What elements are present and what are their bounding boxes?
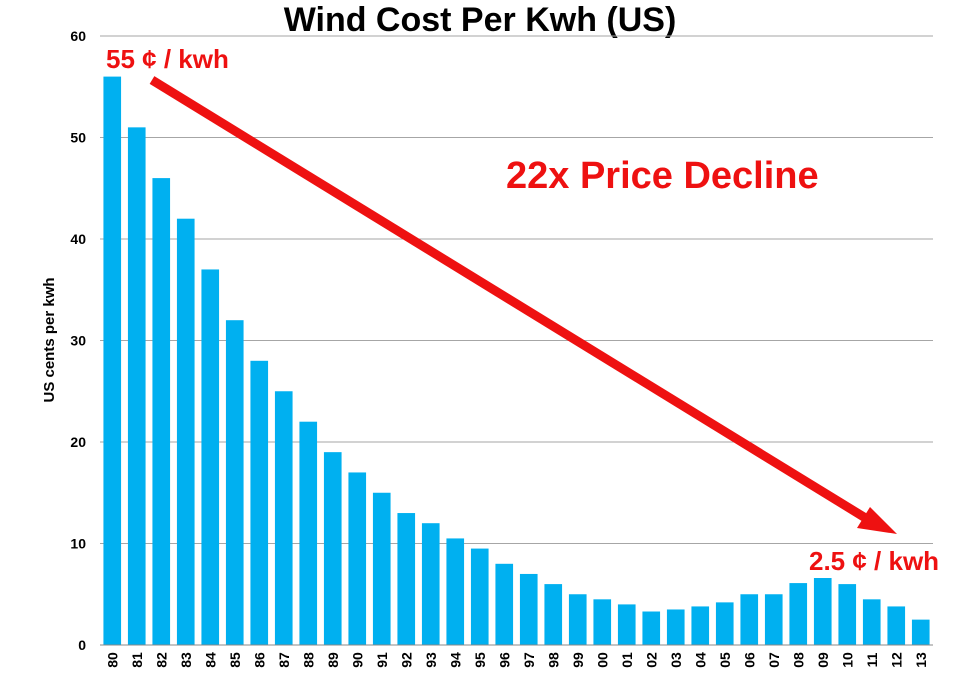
end-price-label: 2.5 ¢ / kwh [809, 546, 939, 576]
x-tick-label: 94 [447, 652, 463, 668]
y-tick-label: 50 [70, 130, 86, 146]
x-tick-label: 03 [668, 652, 684, 668]
bars [103, 76, 930, 646]
x-tick-label: 90 [349, 652, 365, 668]
decline-arrow-head [857, 507, 897, 534]
y-tick-label: 0 [78, 637, 86, 653]
bar-94 [446, 538, 465, 645]
x-tick-label: 08 [790, 652, 806, 668]
decline-arrow [149, 76, 897, 534]
bar-10 [838, 584, 857, 645]
x-tick-label: 93 [423, 652, 439, 668]
bar-83 [176, 218, 195, 645]
x-tick-label: 88 [300, 652, 316, 668]
price-decline-headline: 22x Price Decline [506, 155, 819, 197]
bar-13 [911, 619, 930, 645]
x-tick-label: 85 [227, 652, 243, 668]
bar-97 [519, 573, 538, 645]
x-tick-label: 05 [717, 652, 733, 668]
chart-title: Wind Cost Per Kwh (US) [284, 1, 677, 39]
x-tick-label: 81 [129, 652, 145, 668]
bar-96 [495, 563, 514, 645]
start-price-label: 55 ¢ / kwh [106, 44, 229, 74]
bar-09 [813, 578, 832, 645]
x-tick-label: 86 [251, 652, 267, 668]
bar-93 [421, 523, 440, 645]
x-tick-label: 98 [545, 652, 561, 668]
y-tick-label: 20 [70, 434, 86, 450]
x-tick-label: 95 [472, 652, 488, 668]
bar-90 [348, 472, 367, 645]
x-tick-label: 89 [325, 652, 341, 668]
y-axis-ticks: 0 10 20 30 40 50 60 [70, 28, 86, 653]
gridlines [100, 35, 933, 544]
x-tick-label: 96 [496, 652, 512, 668]
bar-84 [201, 269, 220, 645]
bar-92 [397, 513, 416, 645]
x-tick-label: 07 [766, 652, 782, 668]
x-tick-label: 00 [594, 652, 610, 668]
bar-98 [544, 584, 563, 645]
bar-87 [274, 391, 293, 645]
x-tick-label: 80 [104, 652, 120, 668]
x-tick-label: 06 [741, 652, 757, 668]
x-tick-label: 84 [202, 652, 218, 668]
bar-88 [299, 421, 318, 645]
x-tick-label: 87 [276, 652, 292, 668]
decline-arrow-shaft [149, 76, 875, 526]
bar-08 [789, 583, 808, 645]
x-tick-label: 12 [888, 652, 904, 668]
y-tick-label: 60 [70, 28, 86, 44]
x-tick-label: 83 [178, 652, 194, 668]
x-tick-label: 82 [153, 652, 169, 668]
bar-02 [642, 611, 661, 645]
x-tick-label: 01 [619, 652, 635, 668]
bar-95 [470, 548, 489, 645]
x-tick-label: 09 [815, 652, 831, 668]
bar-01 [617, 604, 636, 645]
x-tick-label: 04 [692, 652, 708, 668]
x-axis-ticks: 80 81 82 83 84 85 86 87 88 89 90 91 92 93 94 95 96 97 98 99… [104, 652, 929, 668]
bar-99 [568, 594, 587, 645]
x-tick-label: 02 [643, 652, 659, 668]
bar-03 [666, 609, 685, 645]
bar-06 [740, 594, 759, 645]
bar-82 [152, 178, 171, 645]
bar-80 [103, 76, 122, 646]
bar-00 [593, 599, 612, 645]
bar-81 [127, 127, 146, 646]
bar-91 [372, 492, 391, 645]
y-axis-label: US cents per kwh [41, 277, 58, 402]
x-tick-label: 13 [913, 652, 929, 668]
x-tick-label: 91 [374, 652, 390, 668]
y-tick-label: 30 [70, 333, 86, 349]
bar-12 [887, 606, 906, 645]
y-tick-label: 40 [70, 231, 86, 247]
bar-89 [323, 452, 342, 645]
x-tick-label: 99 [570, 652, 586, 668]
x-tick-label: 11 [864, 652, 880, 667]
x-tick-label: 10 [839, 652, 855, 668]
bar-05 [715, 602, 734, 645]
bar-07 [764, 594, 783, 645]
y-tick-label: 10 [70, 536, 86, 552]
x-tick-label: 97 [521, 652, 537, 668]
bar-86 [250, 360, 269, 645]
x-tick-label: 92 [398, 652, 414, 668]
bar-85 [225, 320, 244, 645]
bar-11 [862, 599, 881, 645]
bar-04 [691, 606, 710, 645]
